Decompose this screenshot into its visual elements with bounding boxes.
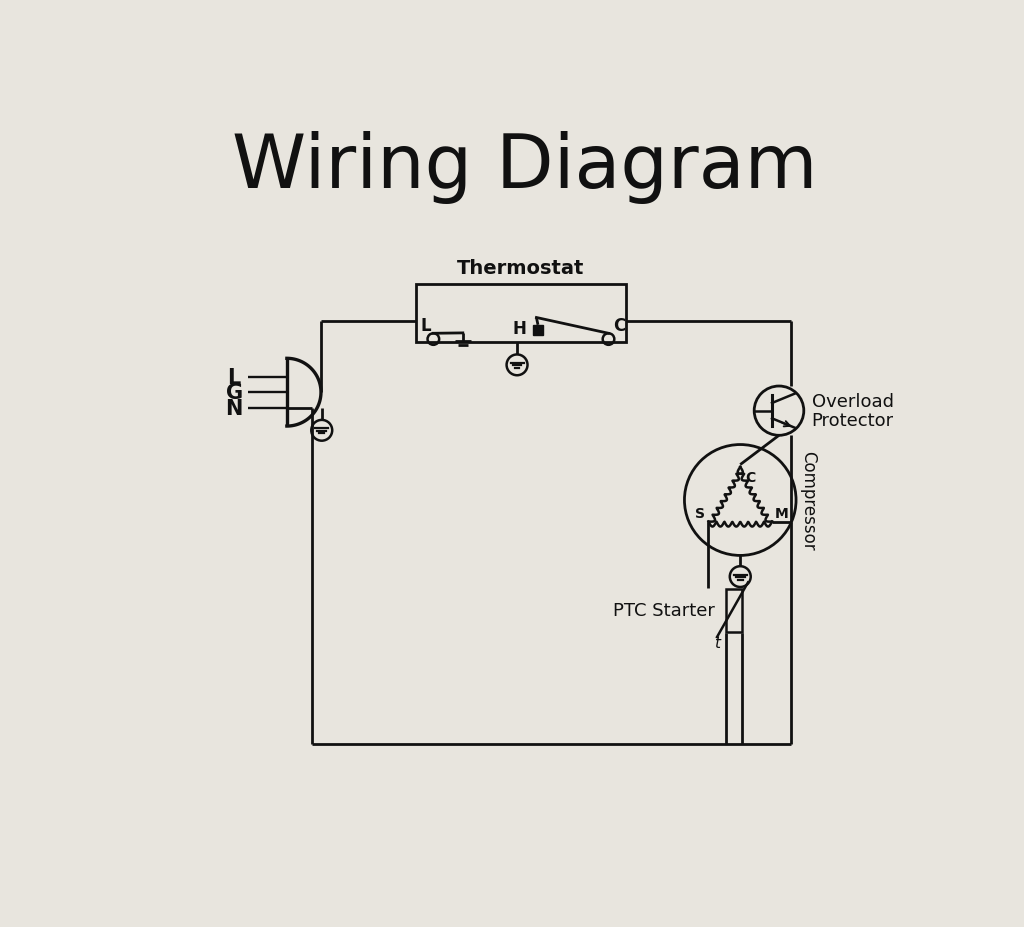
Text: C: C	[613, 317, 626, 335]
Text: H: H	[512, 320, 526, 338]
Text: Compressor: Compressor	[799, 451, 817, 551]
Text: Wiring Diagram: Wiring Diagram	[232, 131, 817, 204]
Text: Protector: Protector	[812, 412, 894, 429]
Bar	[532, 325, 543, 336]
Text: N: N	[225, 399, 243, 418]
Text: t: t	[714, 636, 720, 651]
Text: G: G	[225, 383, 243, 402]
Text: M: M	[775, 506, 788, 520]
Bar	[726, 589, 741, 633]
Text: Thermostat: Thermostat	[458, 259, 585, 277]
Text: L: L	[227, 367, 241, 387]
Text: S: S	[695, 506, 706, 520]
Text: C: C	[745, 470, 756, 485]
Bar	[417, 286, 626, 343]
Text: PTC Starter: PTC Starter	[612, 602, 715, 620]
Text: L: L	[420, 317, 431, 335]
Text: Overload: Overload	[812, 393, 894, 411]
